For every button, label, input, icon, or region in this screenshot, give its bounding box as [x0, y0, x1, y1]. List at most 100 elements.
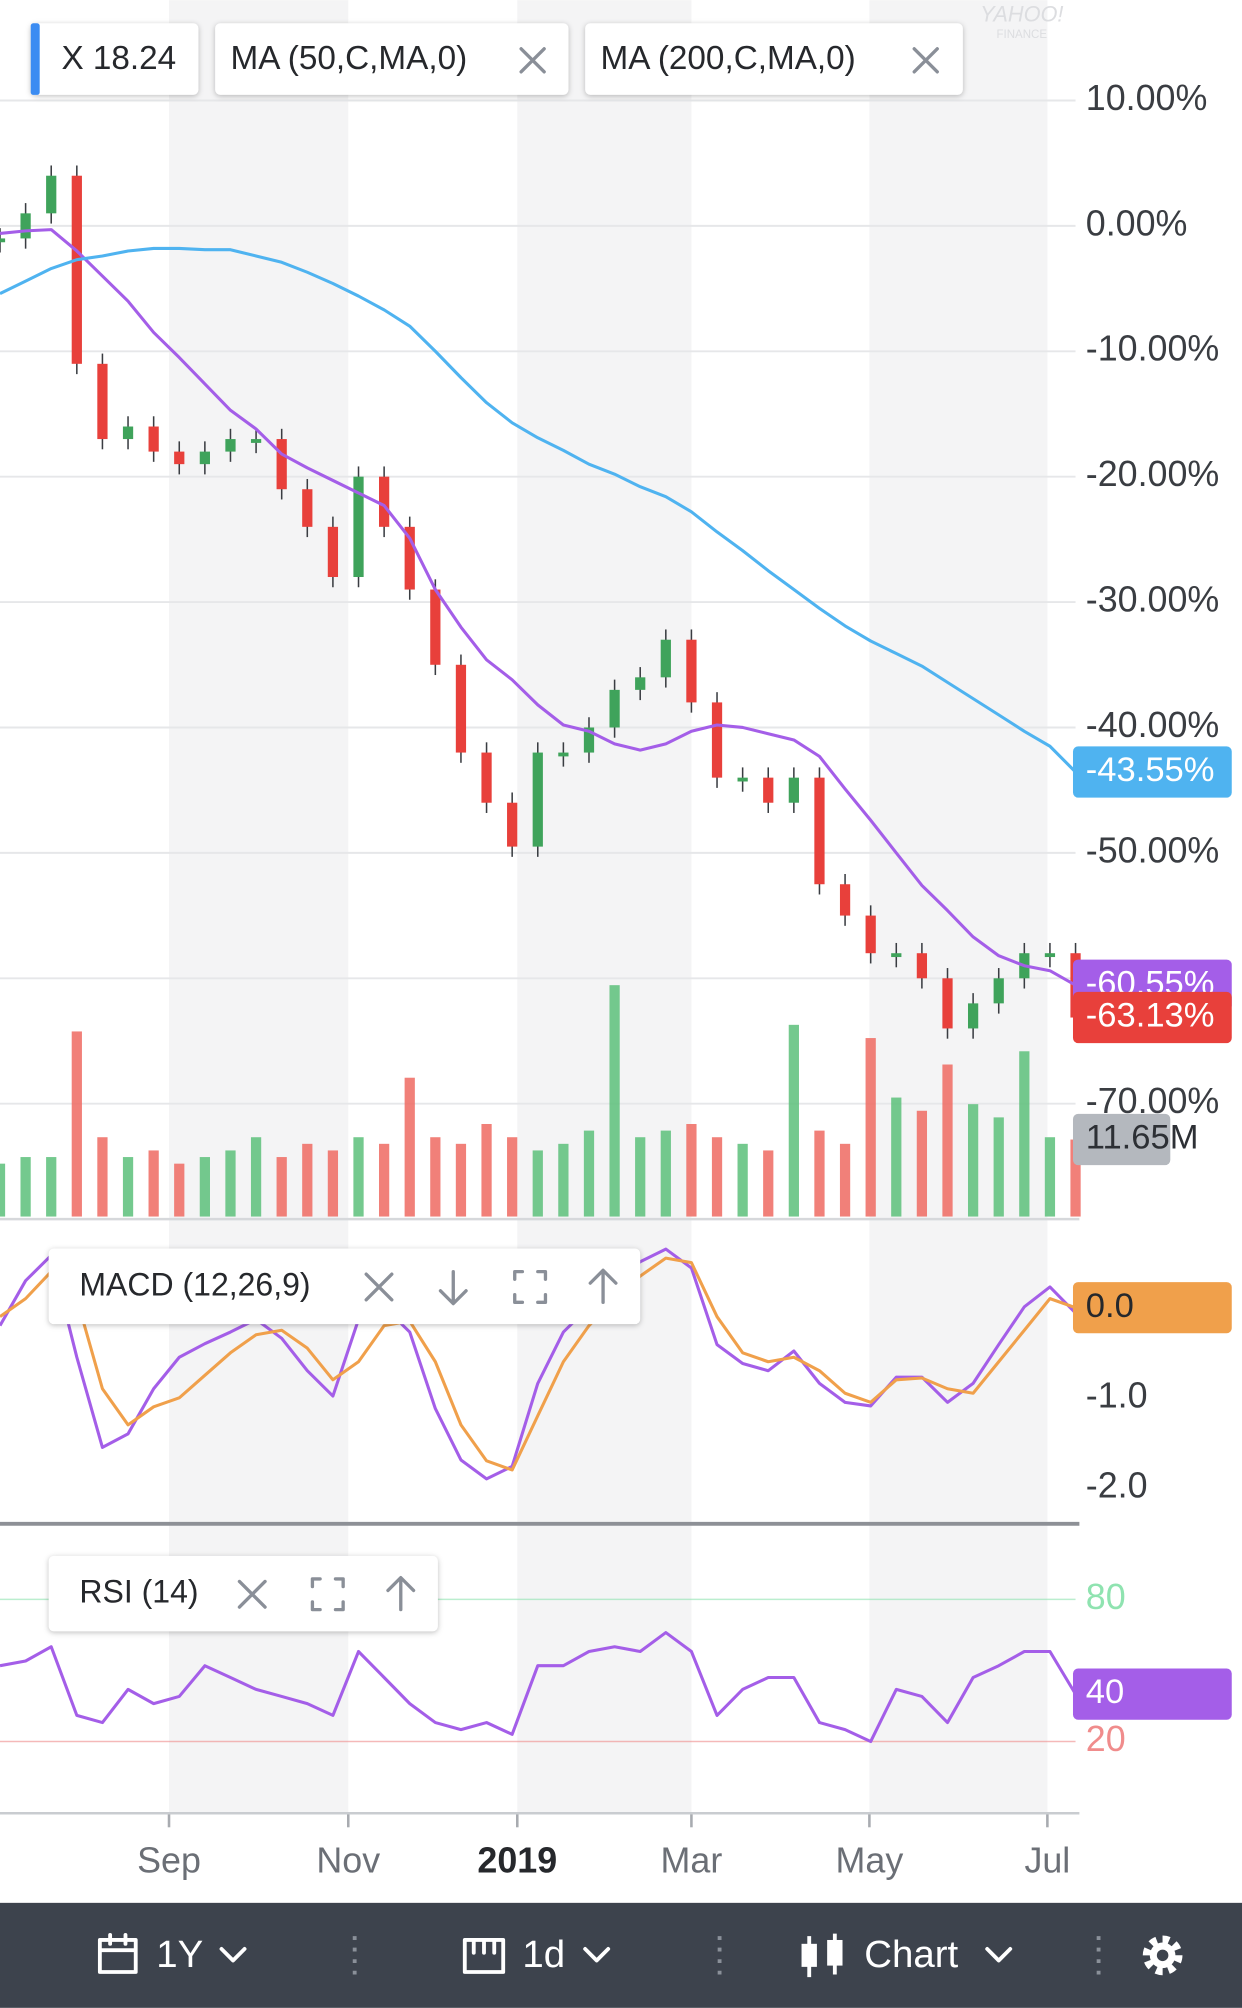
move-down-icon[interactable] [438, 1269, 468, 1306]
volume-bar [532, 1150, 543, 1217]
candle [225, 439, 236, 452]
volume-bar [225, 1150, 236, 1217]
candle [97, 363, 108, 440]
candle [353, 476, 364, 578]
legend-label: MA (200,C,MA,0) [601, 40, 856, 77]
x-tick-label: 2019 [477, 1841, 557, 1881]
volume-bar [558, 1143, 569, 1217]
volume-bar [839, 1143, 851, 1217]
candle [174, 451, 185, 465]
chip-bg [30, 23, 199, 95]
interval-button[interactable]: 1d [462, 1933, 611, 1976]
legend-chip[interactable]: MA (200,C,MA,0) [585, 23, 963, 95]
series-line [0, 246, 1077, 774]
candle [430, 589, 441, 665]
toolbar-bg [0, 1902, 1242, 2008]
interval-icon [462, 1938, 506, 1974]
indicator-title: RSI (14) [79, 1574, 198, 1610]
candle [942, 978, 953, 1029]
legend-chip[interactable]: X 18.24 [30, 23, 199, 95]
chip-bg [48, 1555, 438, 1632]
series-line [0, 1247, 1077, 1481]
move-up-icon[interactable] [588, 1268, 618, 1305]
gear-icon [1142, 1935, 1183, 1976]
candle [404, 526, 415, 590]
volume-bar [276, 1157, 287, 1217]
chart-type-button[interactable]: Chart [801, 1933, 1013, 1978]
month-bands [169, 0, 1048, 1814]
value-badge: -63.13% [1072, 991, 1232, 1044]
expand-icon[interactable] [310, 1577, 345, 1612]
chevron [985, 1947, 1013, 1963]
volume-badge: 11.65M [1072, 1113, 1199, 1166]
legend-label: X 18.24 [61, 40, 176, 77]
candle [0, 238, 6, 243]
close-icon[interactable] [364, 1272, 394, 1302]
volume-bar [814, 1130, 825, 1217]
candle [558, 752, 569, 757]
y-tick-label: -20.00% [1086, 454, 1220, 494]
candle [122, 426, 134, 440]
volume-bar [763, 1150, 774, 1217]
series-line [0, 1256, 1077, 1472]
volume-bar [1019, 1051, 1030, 1217]
badge-bg [1072, 1113, 1171, 1166]
y-tick-label: -40.00% [1086, 705, 1220, 745]
last-value-label: 40 [1086, 1673, 1124, 1711]
candle [71, 175, 82, 364]
y-tick-label: 10.00% [1086, 78, 1208, 118]
candle [891, 953, 902, 958]
volume-bar [250, 1137, 262, 1217]
last-value-label: 0.0 [1086, 1287, 1134, 1325]
candle [20, 213, 31, 239]
volume-bar [404, 1077, 415, 1217]
badge-bg [1072, 991, 1232, 1044]
x-tick-label: Jul [1024, 1841, 1070, 1881]
candle [635, 677, 646, 690]
range-button[interactable]: 1Y [97, 1933, 247, 1976]
close-icon[interactable] [237, 1579, 267, 1609]
y-tick-label: 80 [1086, 1577, 1126, 1617]
volume-bar [660, 1130, 671, 1217]
volume-bar [430, 1137, 441, 1217]
candle [839, 884, 851, 916]
candle [532, 752, 543, 847]
x-tick-label: Sep [137, 1841, 201, 1881]
month-band [169, 0, 349, 1814]
candle [660, 639, 671, 678]
value-badge: -43.55% [1072, 746, 1232, 798]
volume-bar [865, 1038, 876, 1217]
x-tick-label: Mar [661, 1841, 723, 1881]
indicator-chip[interactable]: MACD (12,26,9) [48, 1248, 641, 1325]
candle [711, 702, 723, 778]
series-line [0, 228, 1077, 987]
indicator-chip[interactable]: RSI (14) [48, 1555, 438, 1632]
series-line [0, 1631, 1077, 1744]
candle [379, 476, 390, 527]
volume-bar [1044, 1137, 1056, 1217]
volume-bar [609, 985, 620, 1217]
move-up-icon[interactable] [386, 1575, 416, 1612]
y-tick-label: -1.0 [1086, 1375, 1148, 1415]
volume-bar [481, 1123, 492, 1217]
legend-label: MA (50,C,MA,0) [230, 40, 467, 77]
close-icon[interactable] [519, 47, 546, 74]
badge-bg [1072, 746, 1232, 798]
legend-chip[interactable]: MA (50,C,MA,0) [215, 23, 569, 95]
volume-bar [327, 1150, 339, 1217]
close-icon[interactable] [912, 47, 939, 74]
candle [865, 915, 876, 954]
toolbar-label: 1d [522, 1933, 565, 1976]
y-tick-label: 0.00% [1086, 203, 1188, 243]
settings-button[interactable] [1142, 1935, 1183, 1976]
toolbar-label: 1Y [156, 1933, 203, 1976]
y-tick-label: -50.00% [1086, 830, 1220, 870]
candle [763, 777, 774, 803]
volume-bar [891, 1097, 902, 1217]
expand-icon[interactable] [513, 1269, 548, 1305]
chip-bg [585, 23, 963, 95]
chip-marker [30, 23, 40, 95]
candle [788, 777, 799, 803]
